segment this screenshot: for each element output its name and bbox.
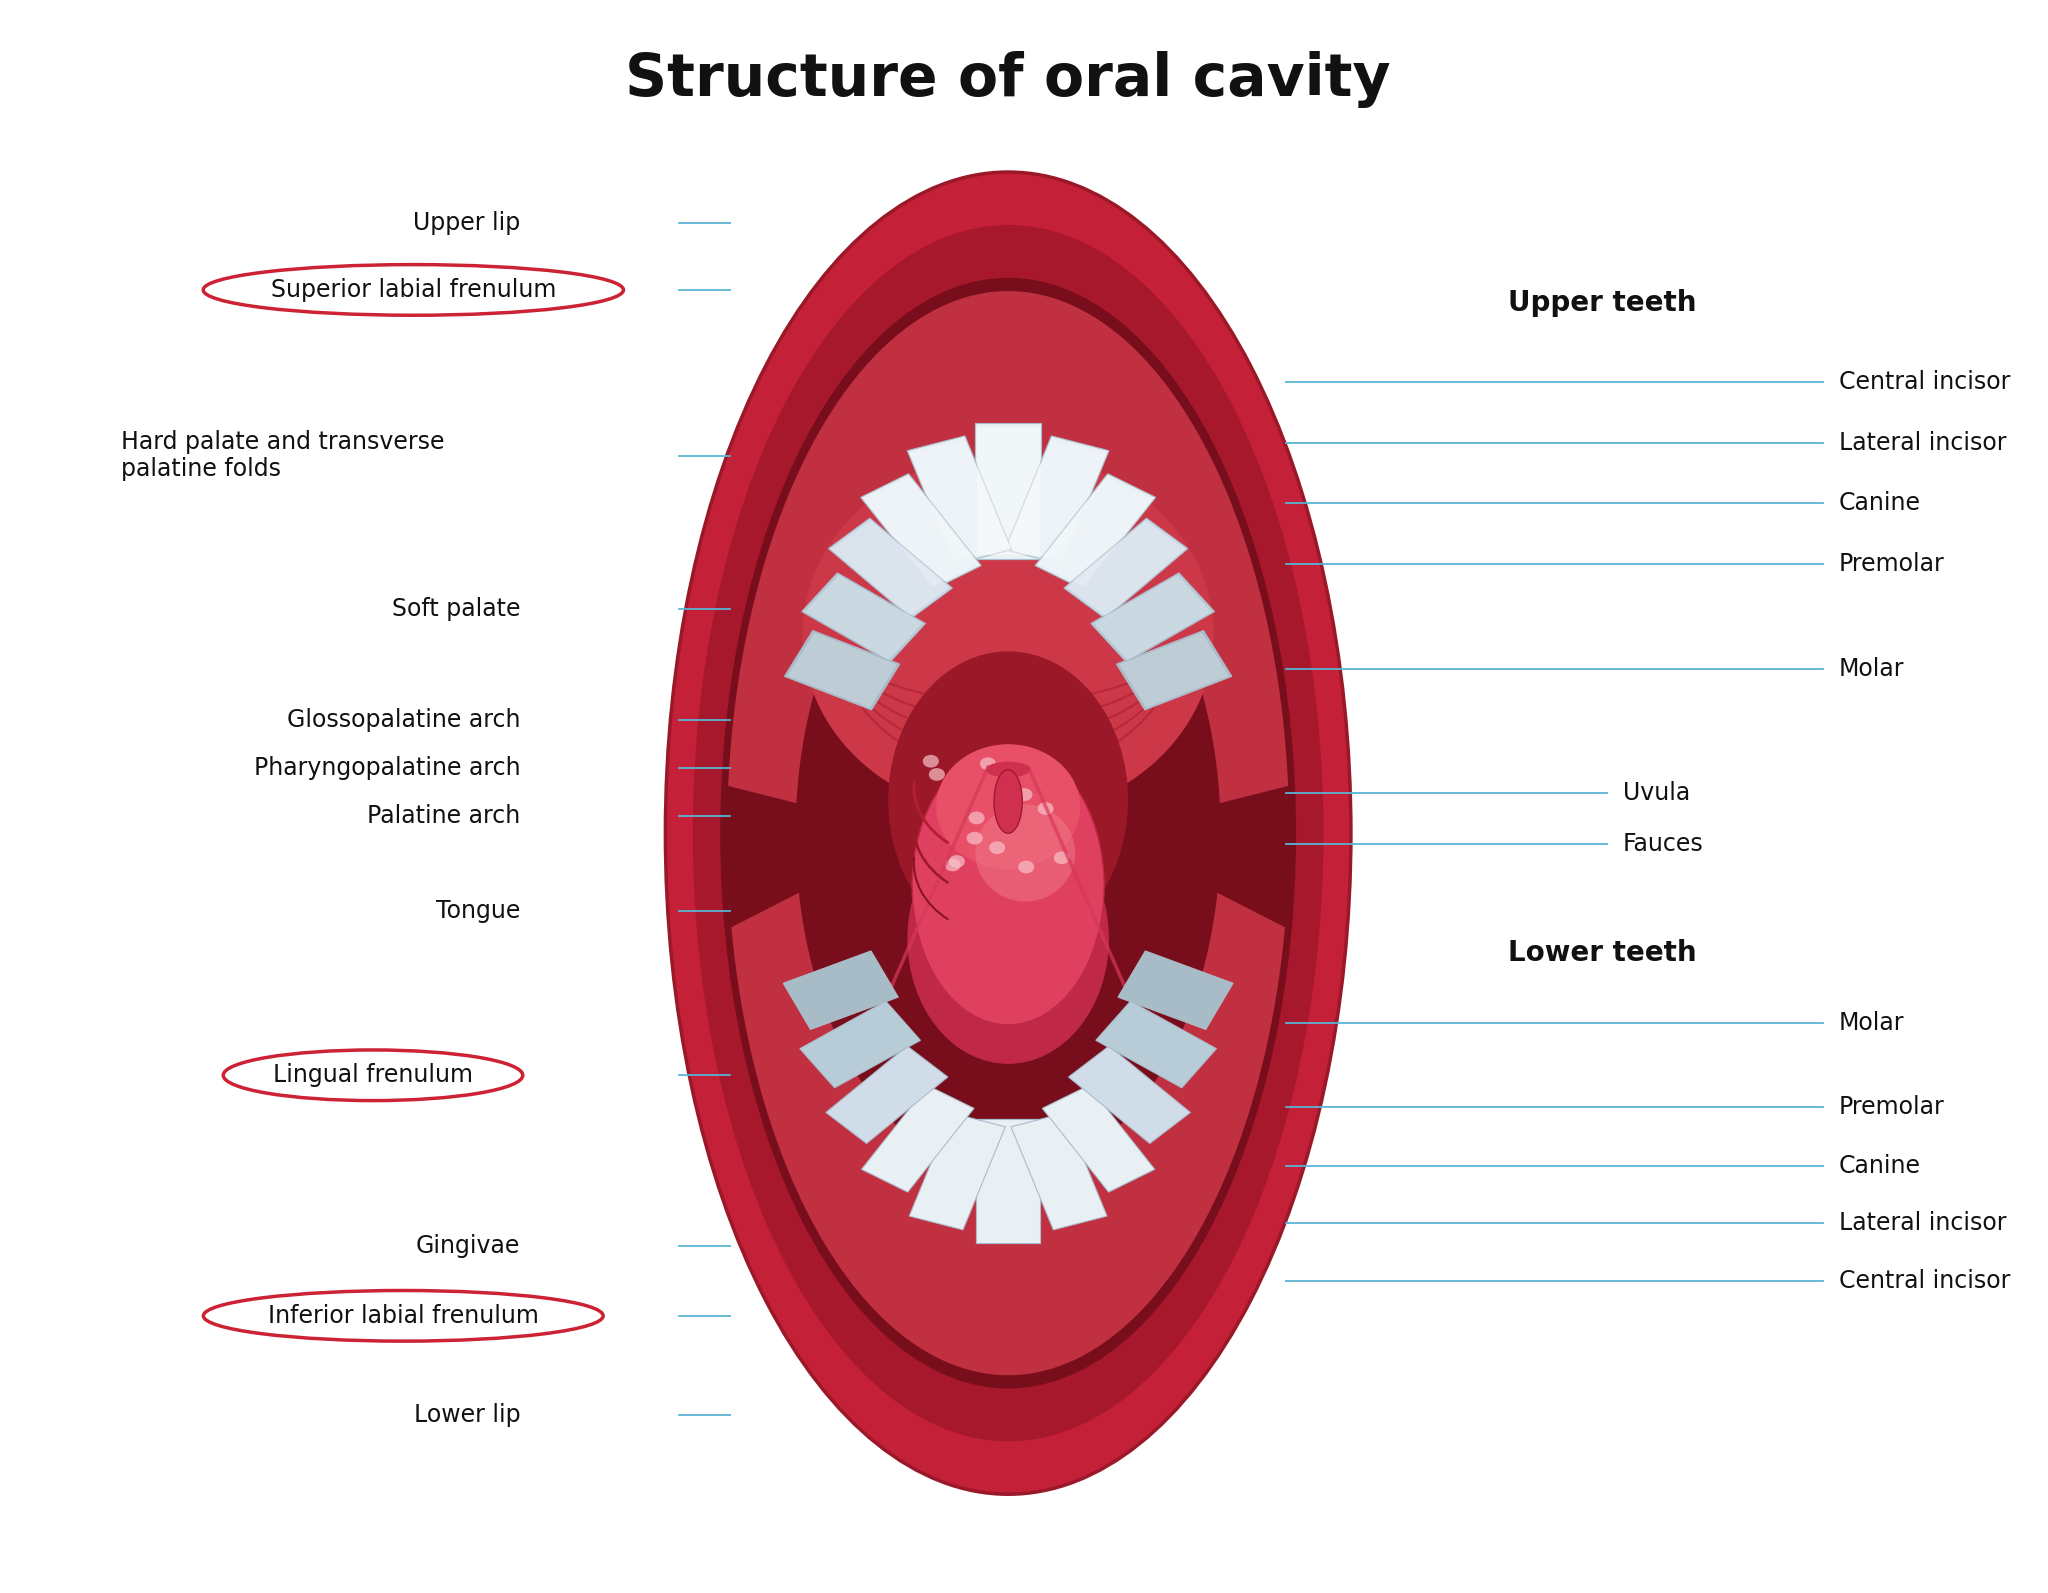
Text: Premolar: Premolar [1839,1094,1946,1120]
Polygon shape [831,521,948,616]
Polygon shape [825,1047,948,1144]
Text: Hard palate and transverse
palatine folds: Hard palate and transverse palatine fold… [121,430,444,481]
Text: Structure of oral cavity: Structure of oral cavity [625,51,1391,108]
Polygon shape [1094,575,1212,660]
Polygon shape [803,573,926,663]
Text: Palatine arch: Palatine arch [367,803,520,828]
Polygon shape [1067,521,1184,616]
Polygon shape [1096,1000,1217,1088]
Polygon shape [1006,436,1108,564]
Polygon shape [1038,476,1153,586]
Ellipse shape [692,225,1323,1442]
Polygon shape [829,518,952,618]
Polygon shape [1120,632,1229,707]
Text: Glossopalatine arch: Glossopalatine arch [287,707,520,733]
Ellipse shape [975,804,1075,902]
Polygon shape [1069,1047,1190,1144]
Text: Lower lip: Lower lip [414,1402,520,1427]
Polygon shape [977,427,1040,556]
Polygon shape [864,476,979,586]
Polygon shape [907,436,1012,564]
Ellipse shape [911,747,1104,1024]
Text: Premolar: Premolar [1839,551,1946,577]
Ellipse shape [936,744,1079,870]
Polygon shape [975,424,1042,559]
Polygon shape [909,440,1010,561]
Text: Tongue: Tongue [436,898,520,924]
Polygon shape [909,1114,1006,1230]
Polygon shape [1042,1085,1155,1192]
Text: Soft palate: Soft palate [391,596,520,621]
Ellipse shape [1018,860,1034,873]
Polygon shape [862,1085,975,1192]
Text: Central incisor: Central incisor [1839,370,2011,395]
Text: Pharyngopalatine arch: Pharyngopalatine arch [254,755,520,781]
Ellipse shape [948,855,965,868]
Text: Canine: Canine [1839,1153,1921,1179]
Polygon shape [1065,518,1188,618]
Ellipse shape [993,769,1022,833]
Polygon shape [977,1118,1040,1243]
Polygon shape [1034,473,1155,589]
Text: Molar: Molar [1839,1010,1905,1035]
Polygon shape [1116,631,1231,710]
Polygon shape [786,632,897,707]
Polygon shape [1092,573,1214,663]
Ellipse shape [907,814,1108,1064]
Text: Lingual frenulum: Lingual frenulum [272,1063,473,1088]
Text: Central incisor: Central incisor [1839,1268,2011,1294]
Ellipse shape [967,832,983,844]
Polygon shape [977,427,1040,556]
Ellipse shape [985,761,1030,777]
Text: Fauces: Fauces [1624,832,1704,857]
Ellipse shape [979,757,995,769]
Polygon shape [1012,1114,1108,1230]
Polygon shape [731,892,1284,1375]
Ellipse shape [1016,789,1032,801]
Ellipse shape [1038,803,1053,816]
Text: Lower teeth: Lower teeth [1507,938,1698,967]
Ellipse shape [1055,851,1069,863]
Ellipse shape [889,652,1128,949]
Text: Upper lip: Upper lip [414,210,520,236]
Polygon shape [784,631,899,710]
Text: Uvula: Uvula [1624,781,1690,806]
Ellipse shape [930,768,944,781]
Polygon shape [729,292,1288,803]
Ellipse shape [721,277,1296,1389]
Text: Lateral incisor: Lateral incisor [1839,430,2007,456]
Polygon shape [1118,951,1233,1029]
Text: Inferior labial frenulum: Inferior labial frenulum [268,1303,539,1329]
Polygon shape [1008,440,1106,561]
Ellipse shape [969,811,985,824]
Ellipse shape [924,755,938,768]
Ellipse shape [989,841,1006,854]
Ellipse shape [803,452,1214,817]
Polygon shape [801,1000,920,1088]
Text: Gingivae: Gingivae [416,1233,520,1258]
Text: Molar: Molar [1839,656,1905,682]
Text: Superior labial frenulum: Superior labial frenulum [270,277,555,303]
Text: Upper teeth: Upper teeth [1507,288,1696,317]
Polygon shape [977,1118,1040,1243]
Text: Canine: Canine [1839,491,1921,516]
Ellipse shape [666,172,1352,1494]
Ellipse shape [944,859,961,871]
Polygon shape [782,951,899,1029]
Polygon shape [805,575,922,660]
Polygon shape [860,473,981,589]
Polygon shape [975,424,1042,559]
Text: Lateral incisor: Lateral incisor [1839,1211,2007,1236]
